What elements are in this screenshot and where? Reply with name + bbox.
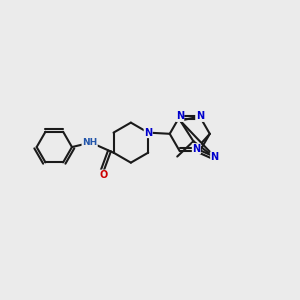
Text: NH: NH [82,138,97,147]
Text: N: N [192,144,200,154]
Text: N: N [211,152,219,162]
Text: O: O [99,170,108,180]
Text: N: N [144,128,152,138]
Text: N: N [176,112,184,122]
Text: N: N [196,112,204,122]
